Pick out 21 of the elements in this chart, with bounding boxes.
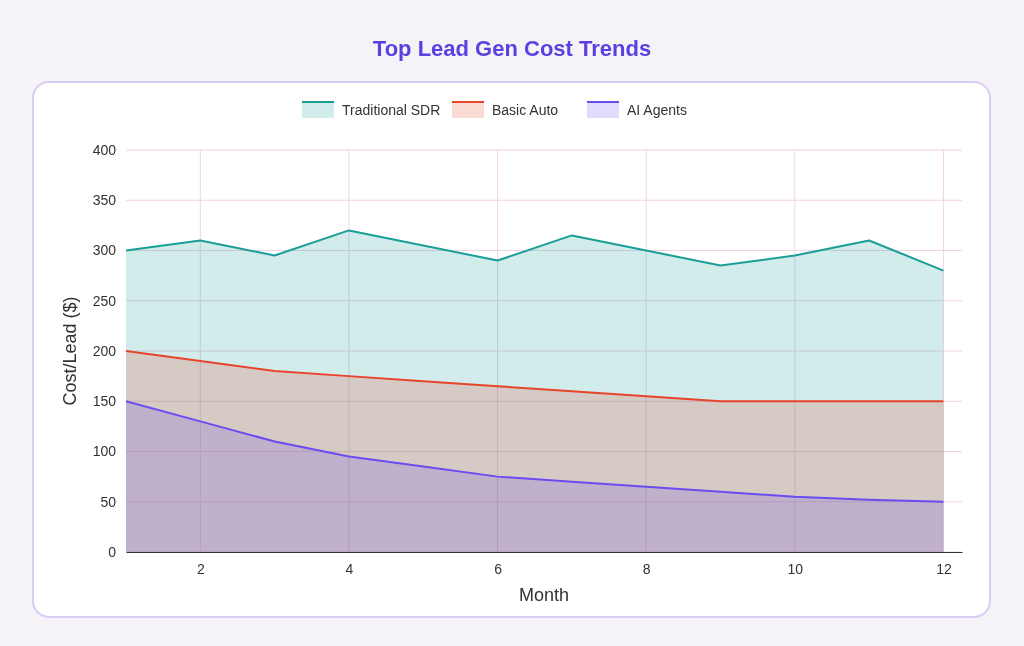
- chart-title: Top Lead Gen Cost Trends: [372, 36, 652, 61]
- x-tick-label: 8: [642, 560, 651, 577]
- legend-label: AI Agents: [627, 102, 687, 118]
- y-tick-label: 250: [92, 292, 117, 309]
- legend-label: Basic Auto: [492, 102, 559, 118]
- x-tick-label: 2: [196, 560, 205, 577]
- y-tick-label: 150: [92, 393, 117, 410]
- x-axis-title: Month: [518, 585, 570, 605]
- y-tick-label: 350: [92, 192, 117, 209]
- x-tick-label: 10: [787, 560, 804, 577]
- legend-label: Traditional SDR: [342, 102, 441, 118]
- y-tick-label: 400: [92, 141, 117, 158]
- x-tick-label: 6: [494, 560, 503, 577]
- y-tick-label: 300: [92, 242, 117, 259]
- y-tick-label: 200: [92, 342, 117, 359]
- y-tick-label: 0: [108, 543, 117, 560]
- y-axis-title: Cost/Lead ($): [60, 296, 80, 406]
- y-tick-label: 100: [92, 443, 117, 460]
- y-tick-label: 50: [100, 493, 117, 510]
- x-tick-label: 4: [345, 560, 354, 577]
- x-tick-label: 12: [936, 560, 952, 577]
